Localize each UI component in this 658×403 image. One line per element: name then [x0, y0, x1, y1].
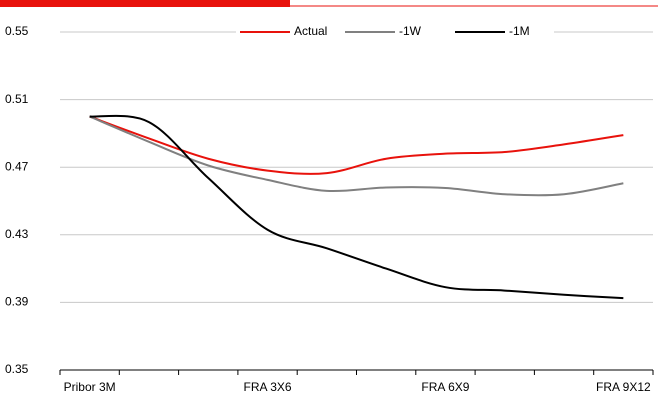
x-tick-label: FRA 3X6	[244, 380, 292, 394]
y-tick-label: 0.55	[5, 24, 29, 38]
legend-label: -1W	[399, 24, 422, 38]
legend-label: -1M	[509, 24, 530, 38]
header-bar	[0, 0, 290, 7]
y-tick-label: 0.39	[5, 295, 29, 309]
y-tick-label: 0.43	[5, 227, 29, 241]
x-tick-label: FRA 6X9	[421, 380, 469, 394]
y-tick-label: 0.47	[5, 159, 29, 173]
series-line	[89, 114, 624, 300]
y-tick-label: 0.51	[5, 92, 29, 106]
series-line	[89, 115, 624, 175]
x-tick-label: FRA 9X12	[596, 380, 651, 394]
y-tick-label: 0.35	[5, 362, 29, 376]
x-tick-label: Pribor 3M	[64, 380, 116, 394]
legend-label: Actual	[294, 24, 327, 38]
series-line	[89, 115, 624, 197]
